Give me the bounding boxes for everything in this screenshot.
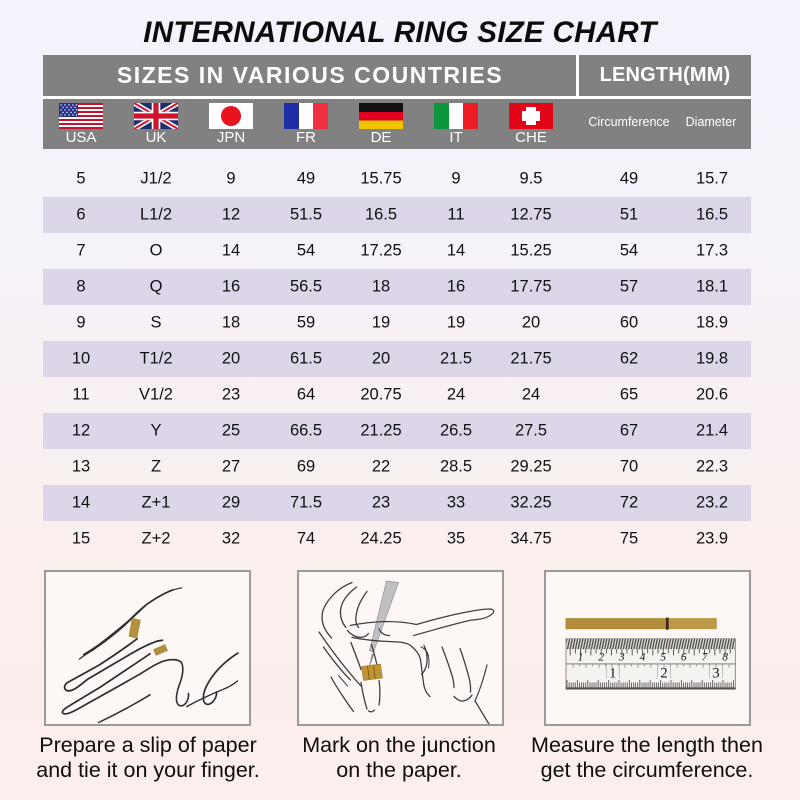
- svg-text:6: 6: [681, 652, 687, 664]
- svg-text:5: 5: [660, 652, 666, 664]
- svg-text:2: 2: [598, 652, 604, 664]
- svg-text:3: 3: [712, 665, 719, 681]
- svg-text:1: 1: [578, 652, 584, 664]
- svg-text:2: 2: [660, 665, 667, 681]
- svg-text:8: 8: [722, 652, 728, 664]
- svg-text:4: 4: [640, 652, 646, 664]
- svg-text:7: 7: [702, 652, 709, 664]
- svg-text:1: 1: [609, 665, 616, 681]
- svg-text:3: 3: [618, 652, 625, 664]
